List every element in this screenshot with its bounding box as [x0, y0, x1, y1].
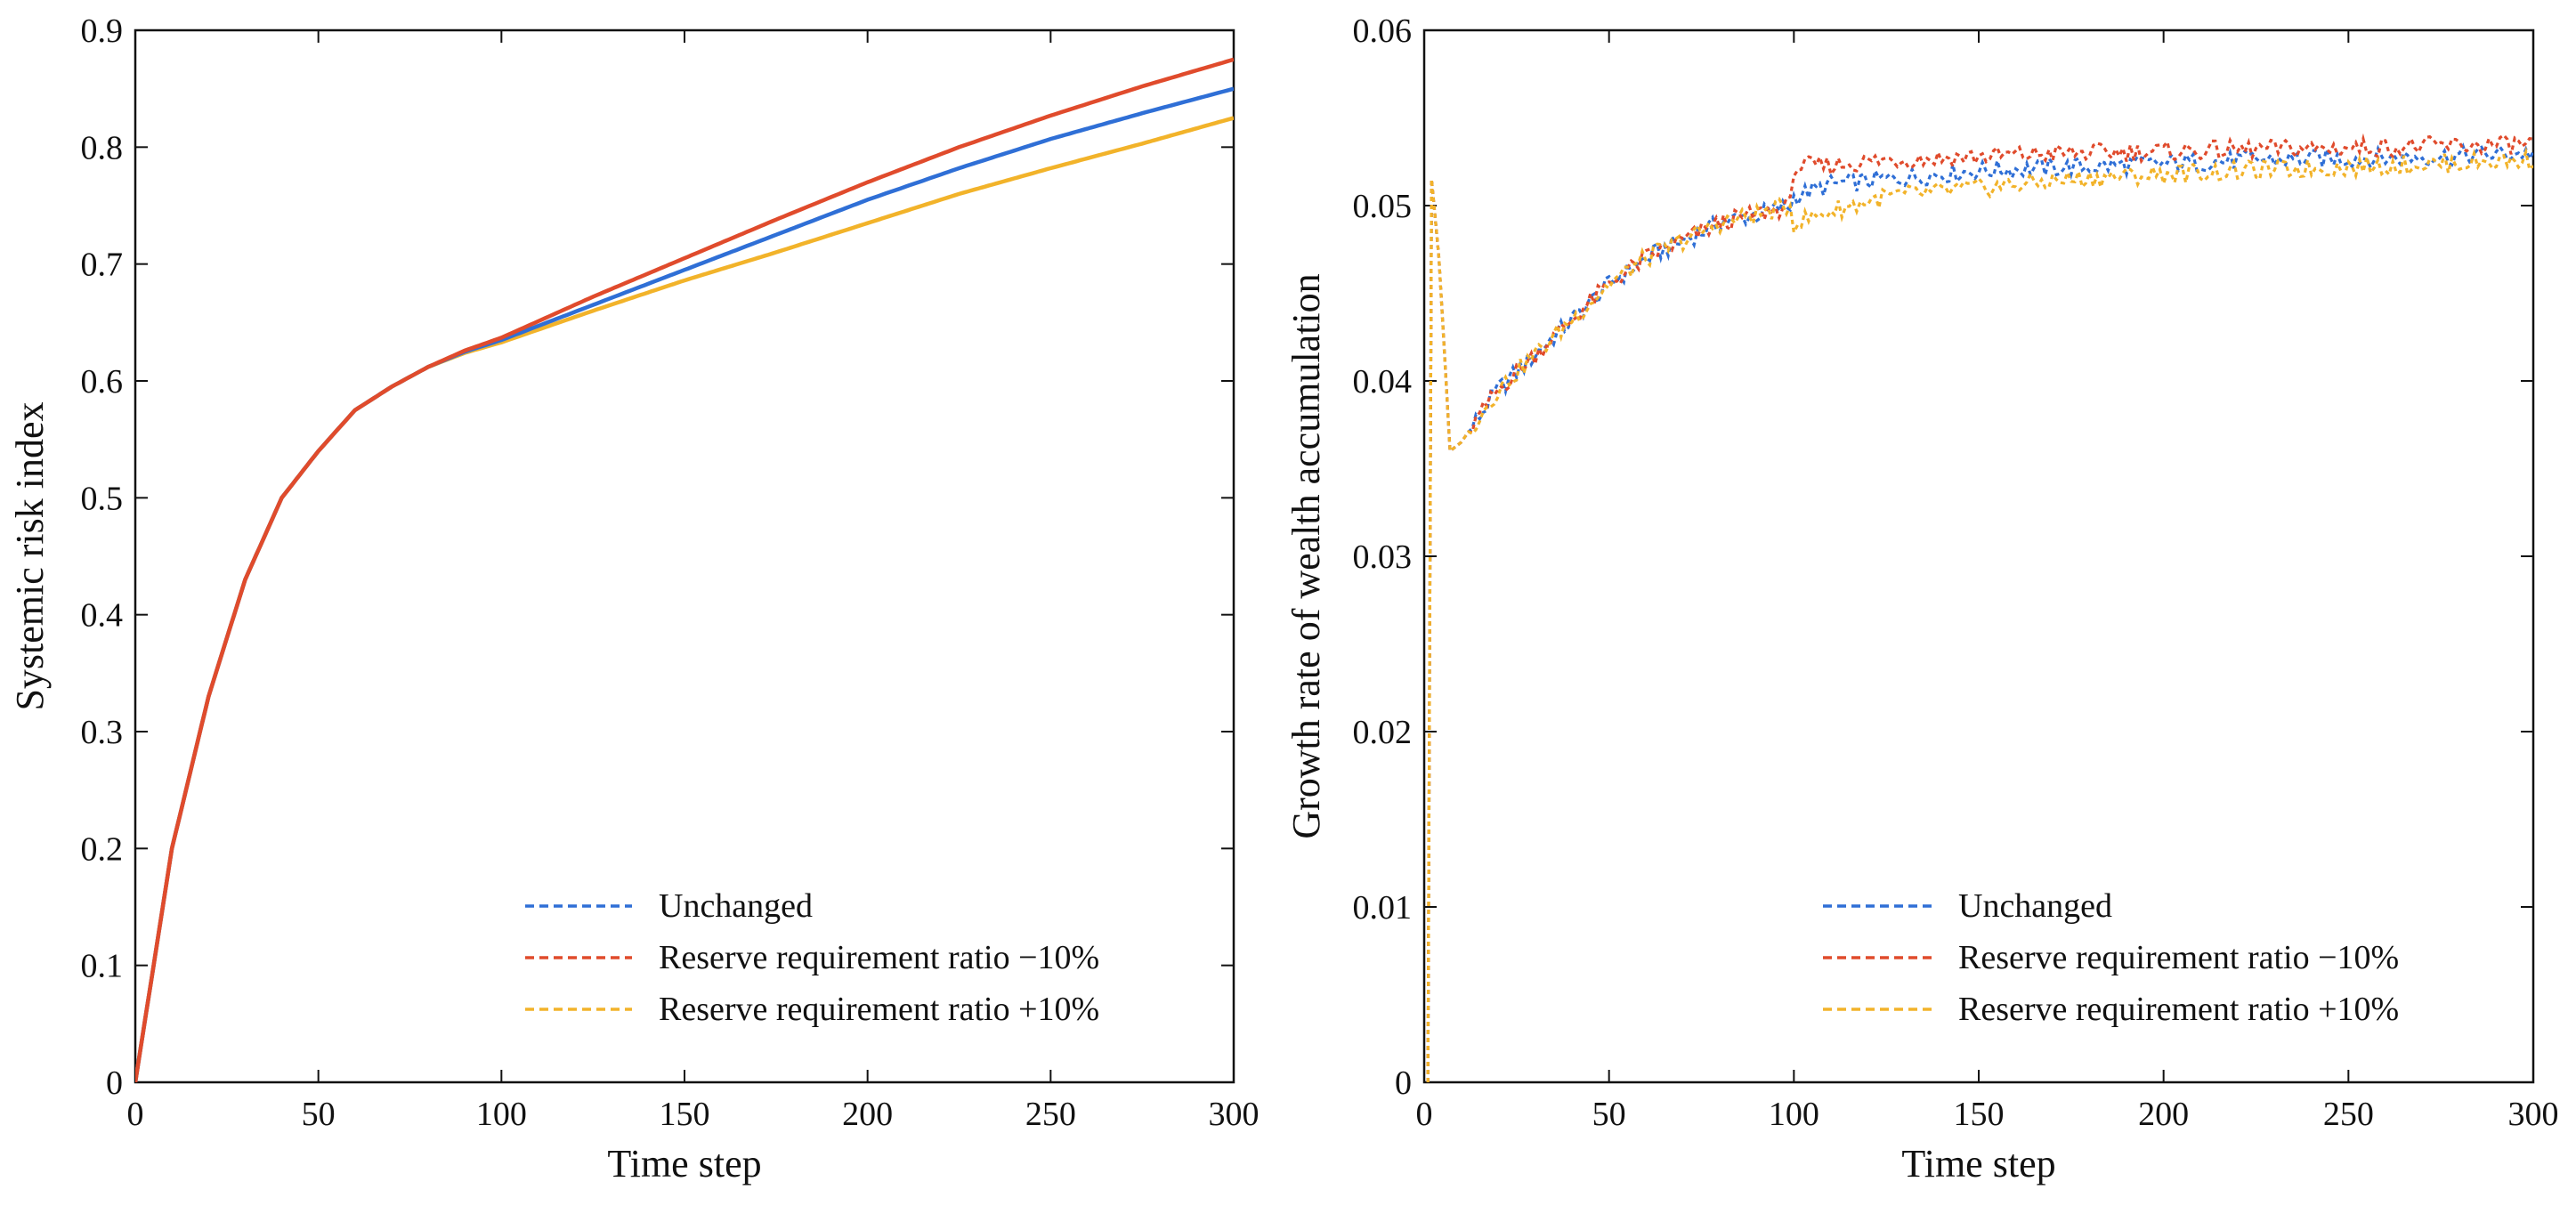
x-tick-label: 150	[1954, 1096, 2005, 1133]
y-tick-label: 0.3	[81, 714, 124, 751]
y-tick-label: 0	[1395, 1064, 1412, 1102]
x-axis-label: Time step	[607, 1142, 761, 1186]
x-tick-label: 200	[2138, 1096, 2189, 1133]
x-tick-label: 0	[127, 1096, 144, 1133]
x-tick-label: 250	[2323, 1096, 2374, 1133]
series-line-unchanged	[1426, 142, 2533, 1082]
y-tick-label: 0.8	[81, 129, 124, 166]
x-tick-label: 250	[1025, 1096, 1076, 1133]
series-line-minus10	[135, 57, 1234, 1082]
y-tick-label: 0.03	[1353, 538, 1413, 576]
y-tick-label: 0	[106, 1064, 123, 1102]
y-tick-label: 0.2	[81, 830, 124, 868]
y-tick-label: 0.06	[1353, 12, 1413, 50]
y-tick-label: 0.04	[1353, 363, 1413, 401]
y-tick-label: 0.5	[81, 480, 124, 517]
y-axis-label: Systemic risk index	[8, 401, 52, 710]
legend-label-minus10: Reserve requirement ratio −10%	[1958, 939, 2399, 976]
y-tick-label: 0.7	[81, 247, 124, 284]
legend-label-plus10: Reserve requirement ratio +10%	[1958, 991, 2399, 1028]
x-axis-label: Time step	[1901, 1142, 2055, 1186]
y-tick-label: 0.01	[1353, 889, 1413, 927]
y-tick-label: 0.6	[81, 363, 124, 401]
series-line-plus10	[1426, 146, 2533, 1082]
y-axis-label: Growth rate of wealth accumulation	[1284, 273, 1328, 838]
legend-label-unchanged: Unchanged	[659, 887, 813, 925]
plot-frame	[134, 28, 1235, 1084]
y-tick-label: 0.4	[81, 597, 124, 635]
x-tick-label: 300	[1209, 1096, 1260, 1133]
x-tick-label: 0	[1416, 1096, 1433, 1133]
series-line-minus10	[1426, 133, 2533, 1082]
legend-label-unchanged: Unchanged	[1958, 887, 2112, 925]
x-tick-label: 300	[2508, 1096, 2559, 1133]
x-tick-label: 100	[476, 1096, 527, 1133]
x-tick-label: 150	[660, 1096, 710, 1133]
legend-label-minus10: Reserve requirement ratio −10%	[659, 939, 1099, 976]
y-tick-label: 0.02	[1353, 714, 1413, 751]
chart-panel-2: 0 50 100 150 200 250 300 0 0.01 0.02 0.03 0.04 0.05 0…	[1284, 12, 2559, 1186]
x-tick-label: 200	[842, 1096, 893, 1133]
x-tick-label: 50	[1592, 1096, 1626, 1133]
y-tick-label: 0.1	[81, 948, 124, 985]
x-tick-label: 50	[302, 1096, 336, 1133]
y-tick-label: 0.9	[81, 12, 124, 50]
y-tick-label: 0.05	[1353, 188, 1413, 225]
x-tick-label: 100	[1769, 1096, 1819, 1133]
chart-panel-1: 0 50 100 150 200 250 300 0 0.1 0.2 0.3 0.4 0.5 0.6 0.7…	[8, 12, 1260, 1186]
legend-label-plus10: Reserve requirement ratio +10%	[659, 991, 1099, 1028]
